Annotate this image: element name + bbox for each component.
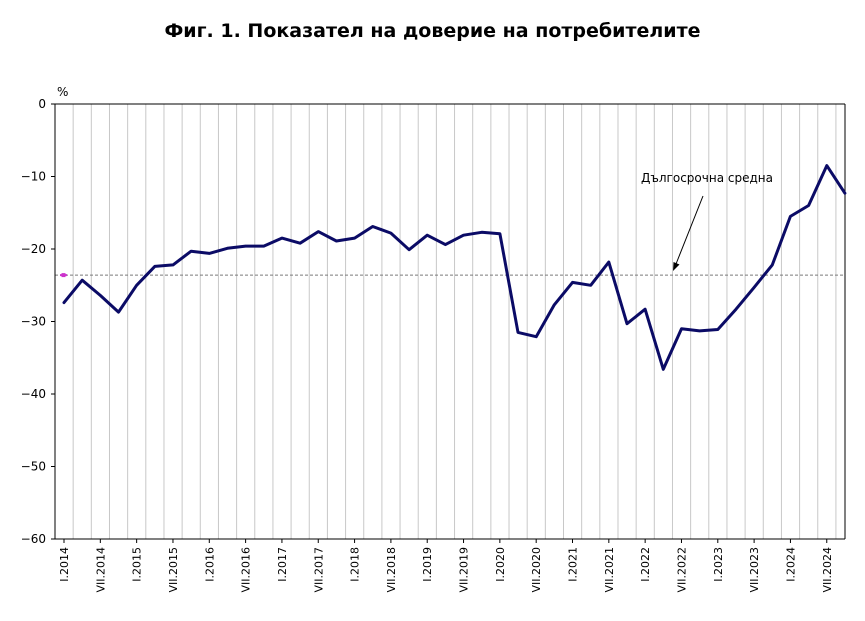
annotation-layer: Дългосрочна средна	[641, 171, 773, 271]
x-tick-label: VII.2017	[312, 547, 325, 593]
x-tick-label: VII.2014	[94, 547, 107, 593]
x-tick-label: I.2019	[421, 547, 434, 582]
x-tick-label: VII.2018	[385, 547, 398, 593]
x-tick-label: I.2024	[784, 547, 797, 582]
long-term-average-line	[55, 273, 845, 278]
x-tick-label: I.2015	[131, 547, 144, 582]
y-axis-label: %	[57, 85, 68, 99]
x-tick-label: VII.2019	[458, 547, 471, 593]
long-term-average-annotation: Дългосрочна средна	[641, 171, 773, 185]
x-tick-label: I.2014	[58, 547, 71, 582]
y-tick-label: −50	[21, 460, 46, 474]
tick-labels: 0 −10 −20 −30 −40 −50 −60% I.2014 VII.2014 I.2015…	[21, 85, 834, 593]
chart-title: Фиг. 1. Показател на доверие на потребит…	[164, 20, 701, 42]
x-tick-label: I.2018	[349, 547, 362, 582]
x-tick-label: I.2020	[494, 547, 507, 582]
x-tick-label: I.2022	[639, 547, 652, 582]
x-tick-label: VII.2021	[603, 547, 616, 593]
series-layer	[62, 164, 847, 371]
y-tick-label: −30	[21, 315, 46, 329]
y-tick-label: 0	[38, 97, 46, 111]
x-tick-label: I.2016	[203, 547, 216, 582]
consumer-confidence-series-line	[62, 164, 847, 371]
reference-marker-point	[61, 273, 66, 278]
y-tick-label: −20	[21, 242, 46, 256]
grid-lines	[72, 104, 837, 539]
x-tick-label: VII.2015	[167, 547, 180, 593]
y-tick-label: −40	[21, 387, 46, 401]
x-tick-label: VII.2024	[821, 547, 834, 593]
y-tick-label: −10	[21, 170, 46, 184]
x-tick-label: I.2021	[567, 547, 580, 582]
x-tick-label: I.2023	[712, 547, 725, 582]
annotation-arrow-line	[675, 195, 704, 265]
annotation-arrow-head	[673, 262, 680, 271]
x-tick-label: I.2017	[276, 547, 289, 582]
x-tick-label: VII.2016	[240, 547, 253, 593]
axes	[51, 103, 846, 543]
x-tick-label: VII.2022	[675, 547, 688, 593]
x-tick-label: VII.2020	[530, 547, 543, 593]
x-tick-label: VII.2023	[748, 547, 761, 593]
y-tick-label: −60	[21, 532, 46, 546]
